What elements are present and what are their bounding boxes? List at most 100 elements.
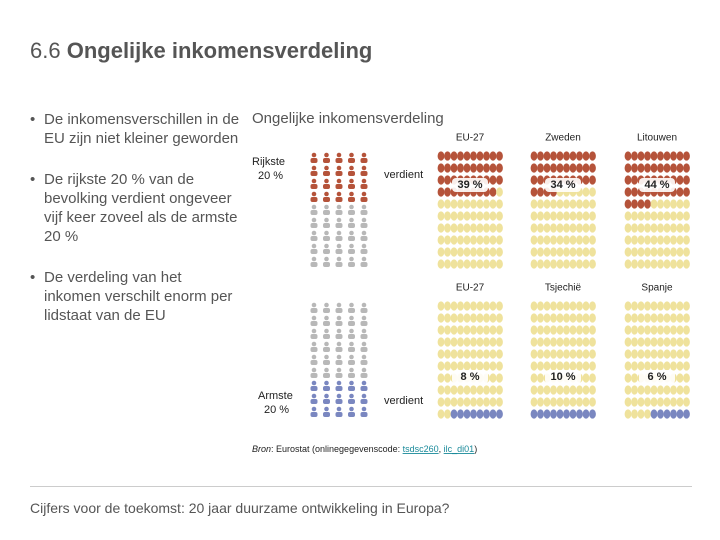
person-body xyxy=(310,321,318,326)
person-body xyxy=(335,171,343,176)
dot xyxy=(496,313,503,323)
dot xyxy=(589,211,596,221)
panel-name: Spanje xyxy=(641,283,673,294)
dot xyxy=(550,223,557,233)
dot xyxy=(537,385,544,395)
dot xyxy=(476,247,484,257)
person-head xyxy=(311,256,317,262)
dot xyxy=(489,223,497,233)
person-body xyxy=(310,347,318,352)
dot xyxy=(530,361,538,371)
person-body xyxy=(348,249,355,254)
person-head xyxy=(349,217,354,223)
person-head xyxy=(311,315,317,321)
dot xyxy=(582,373,590,383)
dot xyxy=(550,313,557,323)
dot xyxy=(589,223,596,233)
dot xyxy=(650,349,658,359)
dot xyxy=(657,151,664,161)
source-link[interactable]: tsdsc260 xyxy=(403,444,439,454)
dot xyxy=(644,211,651,221)
dot xyxy=(537,397,544,407)
dot xyxy=(683,259,690,269)
dot xyxy=(470,349,477,359)
dot xyxy=(644,325,651,335)
dot xyxy=(463,397,471,407)
dot xyxy=(683,235,690,245)
dot-grid xyxy=(530,151,596,269)
dot xyxy=(463,301,471,311)
person-head xyxy=(349,204,354,210)
dot xyxy=(650,223,658,233)
person-head xyxy=(311,243,317,249)
dot xyxy=(537,199,544,209)
dot xyxy=(550,247,557,257)
dot xyxy=(550,397,557,407)
dot xyxy=(437,211,445,221)
dot xyxy=(657,259,664,269)
dot xyxy=(483,151,490,161)
dot xyxy=(589,151,596,161)
dot xyxy=(463,163,471,173)
person-head xyxy=(311,328,317,334)
dot xyxy=(496,247,503,257)
dot xyxy=(537,235,544,245)
dot xyxy=(683,187,690,197)
person-head xyxy=(324,315,329,321)
dot xyxy=(589,325,596,335)
dot xyxy=(483,397,490,407)
dot xyxy=(563,259,570,269)
source-text: , xyxy=(439,444,444,454)
dot xyxy=(663,361,671,371)
dot xyxy=(563,247,570,257)
dot xyxy=(444,247,451,257)
dot xyxy=(489,247,497,257)
dot xyxy=(683,247,690,257)
dot xyxy=(550,409,557,419)
dot xyxy=(444,313,451,323)
dot xyxy=(576,385,583,395)
person-head xyxy=(311,406,317,412)
person-body xyxy=(348,184,355,189)
dot xyxy=(670,223,677,233)
source-link[interactable]: ilc_di01 xyxy=(444,444,475,454)
dot xyxy=(457,313,464,323)
dot xyxy=(463,349,471,359)
dot xyxy=(624,151,632,161)
dot xyxy=(644,235,651,245)
dot xyxy=(663,163,671,173)
dot xyxy=(650,313,658,323)
person-body xyxy=(360,399,368,404)
dot xyxy=(589,385,596,395)
dot xyxy=(582,211,590,221)
person-body xyxy=(335,386,343,391)
dot xyxy=(670,337,677,347)
person-head xyxy=(349,341,354,347)
dot xyxy=(457,397,464,407)
panel-name: Litouwen xyxy=(637,133,677,144)
person-body xyxy=(323,262,330,267)
dot xyxy=(569,301,577,311)
dot xyxy=(463,361,471,371)
dot xyxy=(683,385,690,395)
person-body xyxy=(323,171,330,176)
dot xyxy=(582,361,590,371)
person-head xyxy=(349,165,354,171)
dot xyxy=(483,163,490,173)
dot xyxy=(569,349,577,359)
dot xyxy=(530,337,538,347)
person-body xyxy=(335,334,343,339)
dot xyxy=(437,337,445,347)
dot xyxy=(624,373,632,383)
person-head xyxy=(361,341,367,347)
person-head xyxy=(324,380,329,386)
dot xyxy=(476,385,484,395)
dot xyxy=(543,211,551,221)
panel-name: Zweden xyxy=(545,133,581,144)
dot xyxy=(589,187,596,197)
person-head xyxy=(311,217,317,223)
dot xyxy=(670,397,677,407)
dot xyxy=(644,259,651,269)
dot xyxy=(676,385,684,395)
dot xyxy=(530,223,538,233)
